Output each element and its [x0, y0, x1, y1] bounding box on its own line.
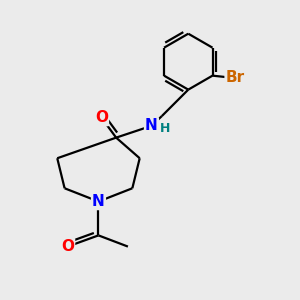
Text: N: N: [145, 118, 158, 134]
Text: O: O: [61, 239, 74, 254]
Text: N: N: [92, 194, 105, 209]
Text: H: H: [160, 122, 171, 135]
Text: O: O: [95, 110, 108, 125]
Text: Br: Br: [226, 70, 245, 85]
